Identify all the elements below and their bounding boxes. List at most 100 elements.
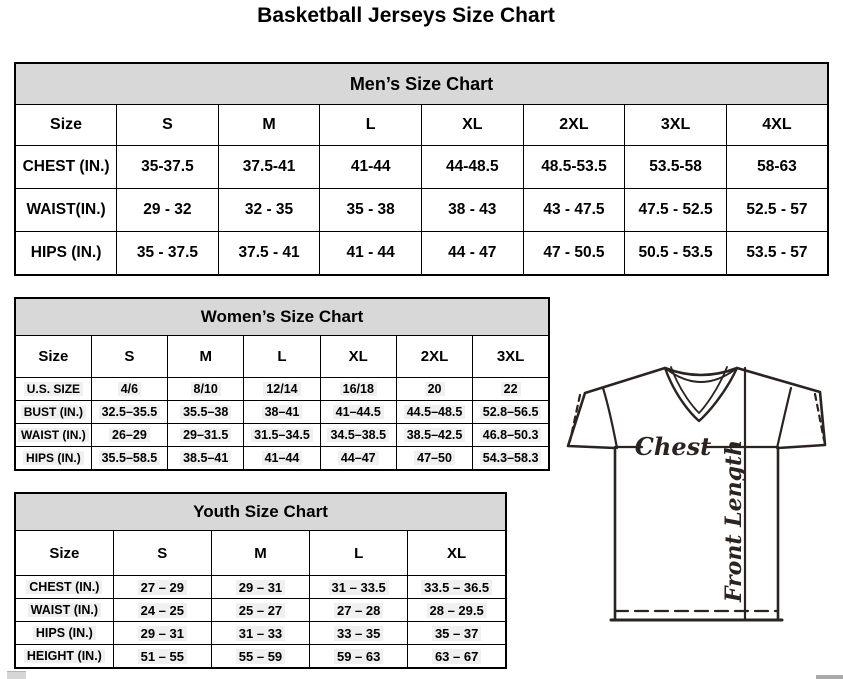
table-title-row: Youth Size Chart <box>14 492 507 531</box>
row-label: WAIST (IN.) <box>14 598 114 622</box>
cell-text: 43 - 47.5 <box>543 201 605 218</box>
cell-text: 32.5–35.5 <box>98 405 161 419</box>
cell-text: 34.5–38.5 <box>327 428 390 442</box>
cell-text: 3XL <box>660 116 691 133</box>
cell-text: L <box>277 348 287 365</box>
size-cell: 32.5–35.5 <box>90 400 169 424</box>
size-header: Size <box>14 335 92 378</box>
cell-text: L <box>365 116 376 133</box>
cell-text: HIPS (IN.) <box>23 451 84 465</box>
cell-text: S <box>157 544 168 562</box>
size-cell: 24 – 25 <box>112 598 212 622</box>
table-title: Youth Size Chart <box>14 492 507 531</box>
size-cell: 37.5 - 41 <box>217 231 321 276</box>
column-header: 2XL <box>395 335 474 378</box>
table-row: BUST (IN.) 32.5–35.5 35.5–38 38–41 41–44.5 44… <box>14 400 550 424</box>
column-header: XL <box>407 530 507 576</box>
cell-text: 35 – 37 <box>431 625 482 641</box>
table-row: WAIST (IN.) 26–29 29–31.5 31.5–34.5 34.5–38.… <box>14 423 550 447</box>
size-cell: 34.5–38.5 <box>319 423 397 447</box>
cell-text: 35 - 38 <box>346 201 395 218</box>
cell-text: 41 - 44 <box>346 244 395 261</box>
cell-text: 28 – 29.5 <box>426 602 487 618</box>
column-header: 3XL <box>472 335 550 378</box>
cell-text: WAIST(IN.) <box>26 201 106 218</box>
table-title: Men’s Size Chart <box>14 62 829 105</box>
table-row: HIPS (IN.) 35.5–58.5 38.5–41 41–44 44–47 47–5… <box>14 446 550 471</box>
cell-text: 33.5 – 36.5 <box>421 579 493 595</box>
cell-text: 8/10 <box>190 382 221 396</box>
screen-artifact-bottom-left <box>7 671 26 679</box>
cell-text: 55 – 59 <box>235 648 286 664</box>
left-sleeve-seam <box>601 386 619 450</box>
size-cell: 41–44.5 <box>319 400 397 424</box>
cell-text: M <box>254 544 267 562</box>
size-cell: 59 – 63 <box>309 644 409 669</box>
cell-text: 12/14 <box>263 382 301 396</box>
table-row: CHEST (IN.) 27 – 29 29 – 31 31 – 33.5 33.5 –… <box>14 575 507 599</box>
size-cell: 47.5 - 52.5 <box>624 188 727 232</box>
cell-text: 29 – 31 <box>235 579 286 595</box>
size-cell: 43 - 47.5 <box>522 188 626 232</box>
table-row: U.S. SIZE 4/6 8/10 12/14 16/18 20 22 <box>14 377 550 401</box>
cell-text: 31 – 33.5 <box>328 579 389 595</box>
size-cell: 25 – 27 <box>210 598 311 622</box>
cell-text: U.S. SIZE <box>23 382 84 396</box>
mens-size-chart: Men’s Size Chart Size S M L XL 2XL 3XL 4XL CHEST … <box>14 62 829 276</box>
womens-size-chart-table: Women’s Size Chart Size S M L XL 2XL 3XL U.S. SI… <box>14 297 550 471</box>
row-label: BUST (IN.) <box>14 400 92 424</box>
row-label: HEIGHT (IN.) <box>14 644 114 669</box>
cell-text: 38–41 <box>261 405 303 419</box>
size-header: Size <box>14 104 118 146</box>
size-cell: 29 - 32 <box>116 188 219 232</box>
cell-text: 59 – 63 <box>333 648 384 664</box>
size-cell: 16/18 <box>319 377 397 401</box>
size-cell: 22 <box>472 377 550 401</box>
size-cell: 35 – 37 <box>407 621 507 645</box>
column-header-row: Size S M L XL 2XL 3XL <box>14 335 550 378</box>
size-cell: 44.5–48.5 <box>395 400 474 424</box>
size-cell: 51 – 55 <box>112 644 212 669</box>
row-label: CHEST (IN.) <box>14 145 118 189</box>
cell-text: 41–44.5 <box>332 405 384 419</box>
cell-text: 63 – 67 <box>431 648 482 664</box>
size-cell: 44–47 <box>319 446 397 471</box>
size-cell: 38.5–41 <box>167 446 245 471</box>
column-header: 4XL <box>725 104 829 146</box>
size-cell: 12/14 <box>243 377 321 401</box>
cell-text: 31 – 33 <box>235 625 286 641</box>
column-header-row: Size S M L XL <box>14 530 507 576</box>
jersey-measurement-diagram: Chest Front Length <box>566 366 827 622</box>
cell-text: 53.5-58 <box>649 158 702 175</box>
cell-text: 35-37.5 <box>141 158 194 175</box>
cell-text: 29 - 32 <box>143 201 192 218</box>
cell-text: 47–50 <box>414 451 455 465</box>
cell-text: 46.8–50.3 <box>479 428 542 442</box>
size-cell: 47–50 <box>395 446 474 471</box>
cell-text: Size <box>50 116 83 133</box>
row-label: WAIST (IN.) <box>14 423 92 447</box>
cell-text: 44.5–48.5 <box>403 405 466 419</box>
cell-text: M <box>262 116 276 133</box>
cell-text: 35.5–58.5 <box>98 451 161 465</box>
cell-text: 32 - 35 <box>244 201 294 218</box>
size-cell: 44-48.5 <box>421 145 524 189</box>
column-header: L <box>319 104 422 146</box>
cell-text: 20 <box>424 382 445 396</box>
cell-text: XL <box>462 116 483 133</box>
size-cell: 33.5 – 36.5 <box>407 575 507 599</box>
cell-text: WAIST (IN.) <box>27 603 102 617</box>
cell-text: 25 – 27 <box>235 602 286 618</box>
cell-text: 2XL <box>420 348 449 365</box>
column-header: 2XL <box>522 104 626 146</box>
cell-text: 22 <box>500 382 521 396</box>
size-cell: 52.5 - 57 <box>725 188 829 232</box>
cell-text: 51 – 55 <box>137 648 187 664</box>
cell-text: 26–29 <box>109 428 150 442</box>
cell-text: CHEST (IN.) <box>26 580 103 594</box>
cell-text: HIPS (IN.) <box>30 244 102 261</box>
cell-text: S <box>162 116 173 133</box>
right-cuff-dashed-line <box>813 392 826 442</box>
size-cell: 27 – 28 <box>309 598 409 622</box>
table-title-row: Men’s Size Chart <box>14 62 829 105</box>
